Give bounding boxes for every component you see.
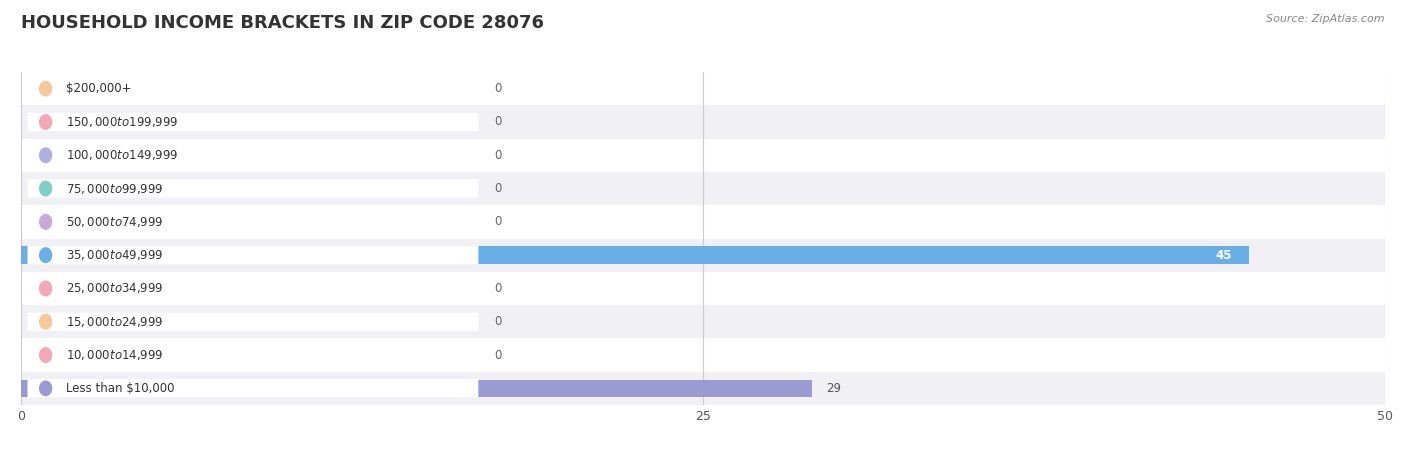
Circle shape — [39, 348, 52, 362]
FancyBboxPatch shape — [28, 313, 478, 331]
Text: $75,000 to $99,999: $75,000 to $99,999 — [66, 181, 163, 196]
Circle shape — [39, 281, 52, 296]
Circle shape — [39, 81, 52, 96]
Circle shape — [39, 115, 52, 129]
Text: 0: 0 — [495, 349, 502, 361]
Text: HOUSEHOLD INCOME BRACKETS IN ZIP CODE 28076: HOUSEHOLD INCOME BRACKETS IN ZIP CODE 28… — [21, 14, 544, 32]
Text: $35,000 to $49,999: $35,000 to $49,999 — [66, 248, 163, 262]
Bar — [21, 338, 1385, 372]
Bar — [21, 305, 1385, 338]
FancyBboxPatch shape — [28, 246, 478, 264]
FancyBboxPatch shape — [28, 180, 478, 198]
Text: 0: 0 — [495, 216, 502, 228]
Text: $50,000 to $74,999: $50,000 to $74,999 — [66, 215, 163, 229]
Text: 0: 0 — [495, 315, 502, 328]
Bar — [21, 172, 1385, 205]
Bar — [21, 272, 1385, 305]
Text: 29: 29 — [825, 382, 841, 395]
Circle shape — [39, 381, 52, 396]
Circle shape — [39, 315, 52, 329]
Bar — [21, 380, 813, 397]
Bar — [21, 238, 1385, 272]
Text: Source: ZipAtlas.com: Source: ZipAtlas.com — [1267, 14, 1385, 23]
FancyBboxPatch shape — [28, 346, 478, 364]
Bar — [21, 139, 1385, 172]
Bar — [21, 72, 1385, 105]
Text: $10,000 to $14,999: $10,000 to $14,999 — [66, 348, 163, 362]
Text: 0: 0 — [495, 82, 502, 95]
Bar — [21, 205, 1385, 239]
FancyBboxPatch shape — [28, 80, 478, 98]
Text: 0: 0 — [495, 149, 502, 162]
Text: $150,000 to $199,999: $150,000 to $199,999 — [66, 115, 179, 129]
FancyBboxPatch shape — [28, 279, 478, 297]
FancyBboxPatch shape — [28, 113, 478, 131]
Circle shape — [39, 148, 52, 162]
Text: 45: 45 — [1216, 249, 1232, 261]
Text: $100,000 to $149,999: $100,000 to $149,999 — [66, 148, 179, 162]
Bar — [21, 247, 1249, 264]
Text: 0: 0 — [495, 282, 502, 295]
FancyBboxPatch shape — [28, 146, 478, 164]
FancyBboxPatch shape — [28, 213, 478, 231]
Bar — [21, 105, 1385, 139]
Circle shape — [39, 215, 52, 229]
Text: Less than $10,000: Less than $10,000 — [66, 382, 174, 395]
Circle shape — [39, 181, 52, 196]
Text: $200,000+: $200,000+ — [66, 82, 132, 95]
Text: $25,000 to $34,999: $25,000 to $34,999 — [66, 281, 163, 296]
Bar — [21, 372, 1385, 405]
Circle shape — [39, 248, 52, 262]
Text: $15,000 to $24,999: $15,000 to $24,999 — [66, 315, 163, 329]
FancyBboxPatch shape — [28, 379, 478, 397]
Text: 0: 0 — [495, 116, 502, 128]
Text: 0: 0 — [495, 182, 502, 195]
